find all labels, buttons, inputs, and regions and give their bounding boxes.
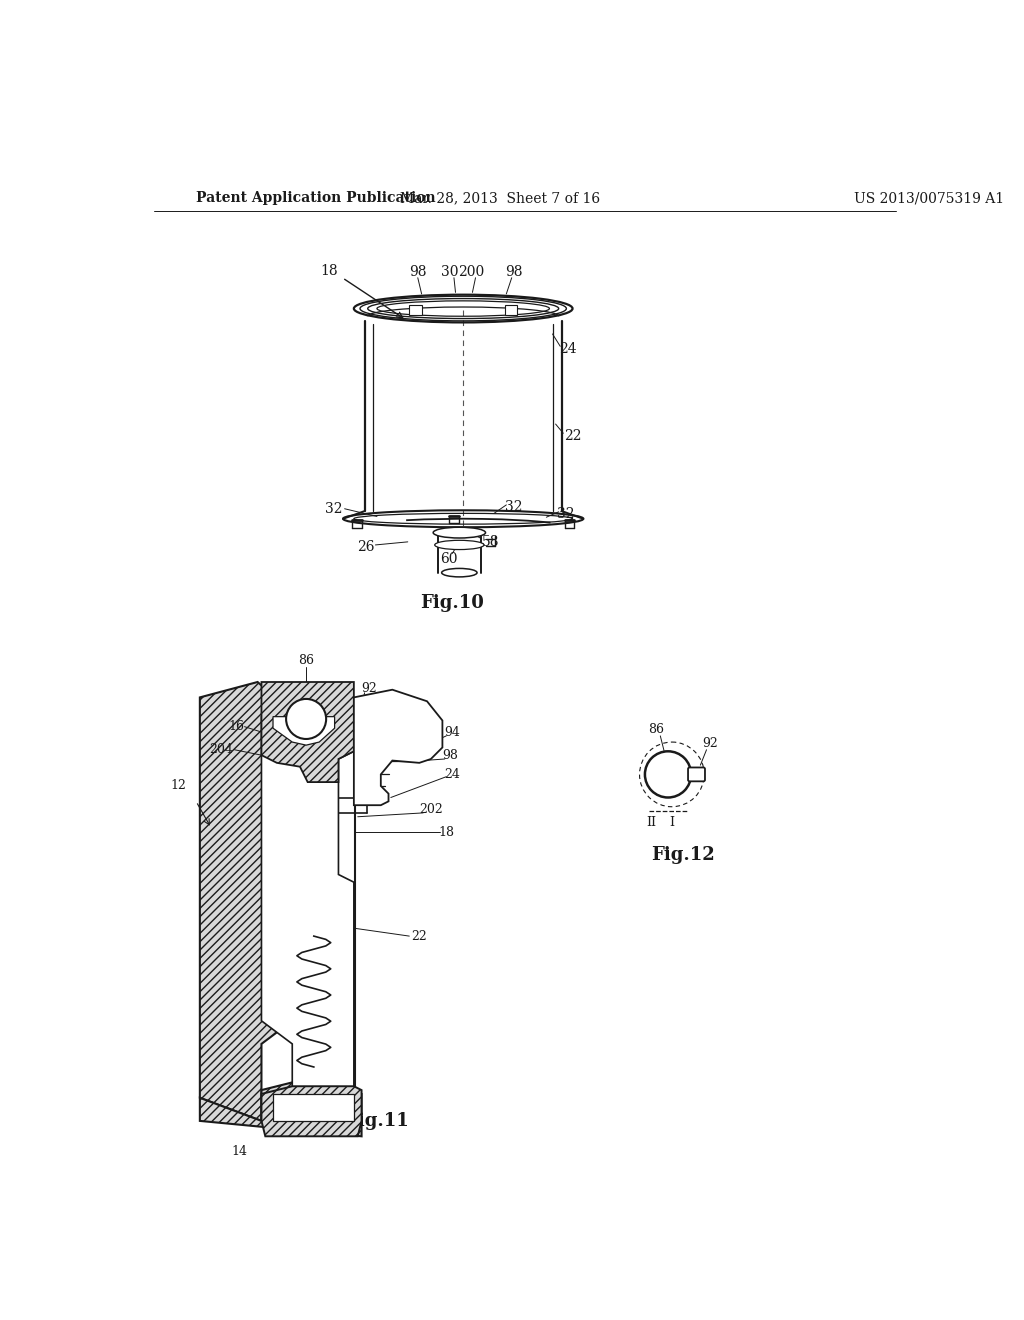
- FancyBboxPatch shape: [688, 767, 705, 781]
- Polygon shape: [354, 689, 442, 805]
- Text: 26: 26: [356, 540, 374, 554]
- Text: 12: 12: [170, 779, 186, 792]
- FancyBboxPatch shape: [505, 305, 517, 314]
- Text: Fig.12: Fig.12: [651, 846, 716, 865]
- Text: Patent Application Publication: Patent Application Publication: [196, 191, 435, 206]
- Text: Mar. 28, 2013  Sheet 7 of 16: Mar. 28, 2013 Sheet 7 of 16: [400, 191, 600, 206]
- Circle shape: [286, 700, 326, 739]
- Text: 30: 30: [441, 264, 459, 279]
- Text: II: II: [646, 816, 656, 829]
- Text: 98: 98: [505, 264, 523, 279]
- Text: 202: 202: [419, 803, 442, 816]
- Ellipse shape: [441, 569, 477, 577]
- Text: 60: 60: [440, 552, 458, 566]
- Ellipse shape: [433, 527, 485, 539]
- Text: 16: 16: [228, 721, 245, 733]
- Text: 200: 200: [459, 264, 484, 279]
- Text: 14: 14: [231, 1146, 248, 1158]
- Text: Fig.10: Fig.10: [421, 594, 484, 612]
- Ellipse shape: [435, 540, 484, 549]
- Text: I: I: [670, 816, 675, 829]
- Text: 24: 24: [444, 768, 461, 781]
- Text: 98: 98: [409, 264, 427, 279]
- Text: 32: 32: [505, 500, 522, 515]
- Text: 204: 204: [210, 743, 233, 756]
- Polygon shape: [273, 1094, 354, 1121]
- Text: 24: 24: [559, 342, 577, 355]
- FancyBboxPatch shape: [410, 305, 422, 314]
- Polygon shape: [261, 717, 354, 1090]
- Text: 22: 22: [564, 429, 582, 442]
- Text: 22: 22: [412, 929, 427, 942]
- Text: 18: 18: [321, 264, 338, 277]
- Text: 92: 92: [361, 681, 377, 694]
- Text: 86: 86: [648, 723, 665, 737]
- Polygon shape: [261, 1086, 361, 1137]
- Text: Fig.11: Fig.11: [345, 1111, 409, 1130]
- Text: 18: 18: [438, 825, 455, 838]
- Text: 58: 58: [481, 535, 499, 549]
- Text: US 2013/0075319 A1: US 2013/0075319 A1: [854, 191, 1005, 206]
- Text: 86: 86: [298, 653, 314, 667]
- Text: 92: 92: [702, 737, 718, 750]
- Polygon shape: [200, 682, 292, 1121]
- Text: 32: 32: [557, 507, 574, 521]
- Text: 94: 94: [444, 726, 461, 739]
- Text: 32: 32: [325, 502, 343, 516]
- Text: 98: 98: [442, 748, 458, 762]
- Polygon shape: [200, 1082, 361, 1137]
- Polygon shape: [273, 717, 335, 744]
- Polygon shape: [261, 682, 354, 781]
- Circle shape: [645, 751, 691, 797]
